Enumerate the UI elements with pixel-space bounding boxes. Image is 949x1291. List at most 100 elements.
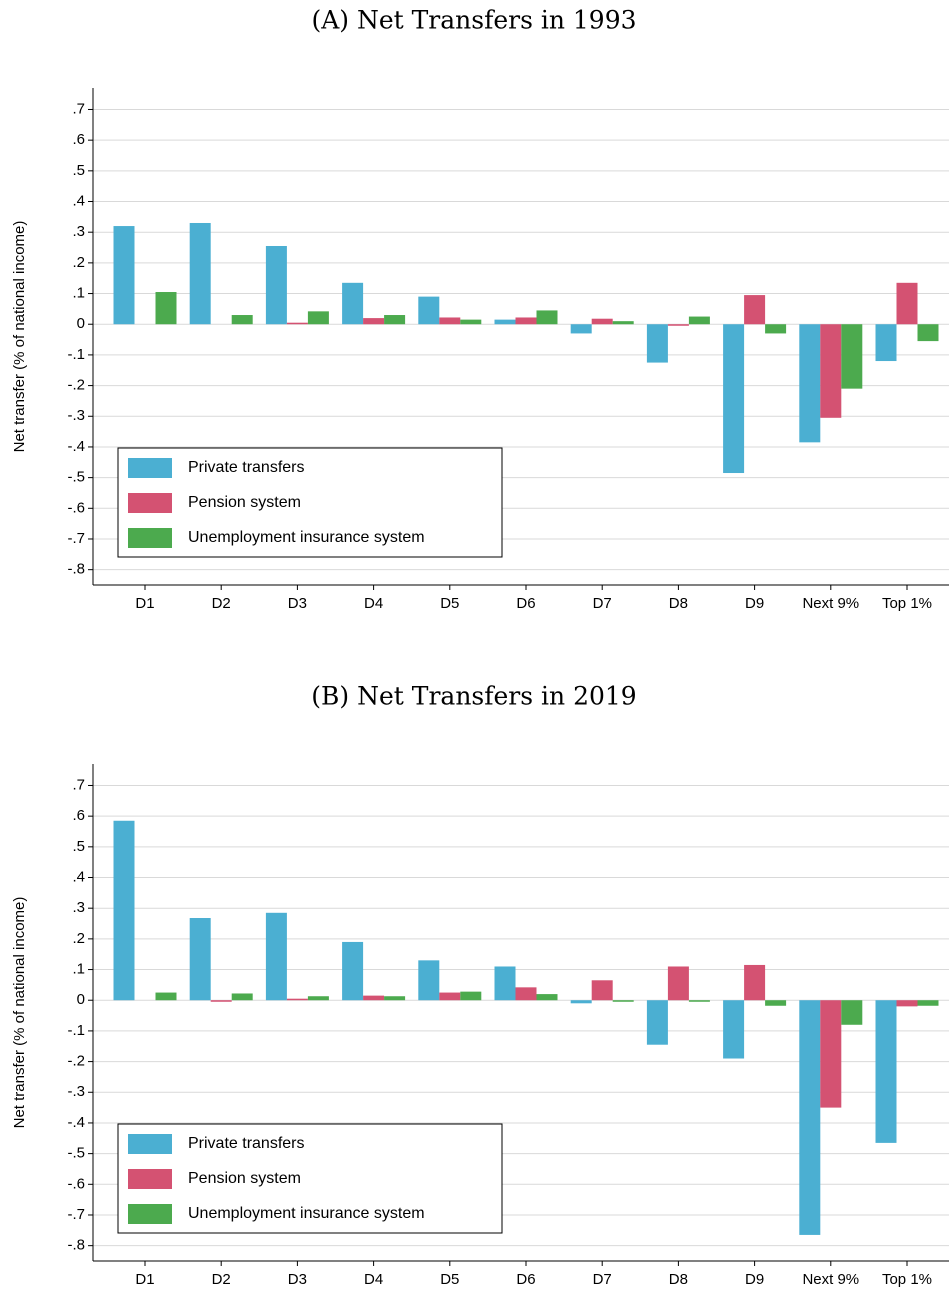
y-tick-label: 0 [77,315,85,332]
bar [646,324,668,363]
y-tick-label: 0 [77,991,85,1008]
legend-swatch [128,493,172,513]
legend-text: Pension system [188,1170,301,1187]
bar [917,324,939,342]
bar [591,980,613,1001]
x-tick-label: D5 [440,595,459,612]
bar [841,1000,863,1025]
bar [418,296,440,325]
x-tick-label: Top 1% [882,1271,932,1288]
legend-text: Pension system [188,494,301,511]
bar [265,912,287,1001]
x-tick-label: D2 [212,1271,231,1288]
y-tick-label: .1 [72,285,85,302]
legend-swatch [128,1134,172,1154]
y-tick-label: -.4 [67,438,85,455]
x-tick-label: D3 [288,1271,307,1288]
x-tick-label: D9 [745,595,764,612]
bar [744,964,766,1001]
y-tick-label: -.3 [67,1083,85,1100]
legend-swatch [128,528,172,548]
bar [384,996,406,1001]
bar [418,960,440,1001]
legend-swatch [128,458,172,478]
x-tick-label: D5 [440,1271,459,1288]
y-tick-label: .2 [72,930,85,947]
x-tick-label: D2 [212,595,231,612]
bar [342,941,364,1001]
y-tick-label: -.4 [67,1114,85,1131]
bar [570,324,592,334]
x-tick-label: D1 [135,595,154,612]
bar [286,322,308,325]
bar [363,318,385,325]
y-tick-label: .1 [72,961,85,978]
x-tick-label: D4 [364,595,383,612]
bar [439,317,461,325]
y-tick-label: .4 [72,192,85,209]
legend-text: Private transfers [188,1135,304,1152]
chart-title: (A) Net Transfers in 1993 [311,6,636,35]
x-tick-label: D6 [516,1271,535,1288]
x-tick-label: D8 [669,595,688,612]
y-tick-label: .6 [72,131,85,148]
legend-swatch [128,1204,172,1224]
bar [439,992,461,1001]
bar [570,1000,592,1004]
y-tick-label: .3 [72,899,85,916]
legend-box [117,1123,503,1234]
bar [494,319,516,325]
bar [667,324,689,326]
y-tick-label: -.2 [67,377,85,394]
bar [917,1000,939,1006]
x-tick-label: D8 [669,1271,688,1288]
y-tick-label: .5 [72,838,85,855]
bar [646,1000,668,1045]
bar [896,1000,918,1007]
bar [231,993,253,1001]
bar [189,222,211,325]
legend-text: Unemployment insurance system [188,529,425,546]
bar [536,994,558,1001]
bar [155,292,177,325]
bar [896,282,918,325]
bar [231,315,253,325]
y-tick-label: .3 [72,223,85,240]
x-tick-label: D1 [135,1271,154,1288]
bar [591,318,613,325]
bar [744,295,766,325]
bar [286,998,308,1001]
bar [113,820,135,1001]
x-tick-label: D6 [516,595,535,612]
bar [820,1000,842,1108]
bar [841,324,863,389]
bar [612,321,634,325]
legend-box [117,447,503,558]
bar [765,1000,787,1006]
x-tick-label: Next 9% [802,595,859,612]
legend-swatch [128,1169,172,1189]
bar [307,311,329,325]
legend-text: Private transfers [188,459,304,476]
y-tick-label: -.7 [67,1206,85,1223]
bar [820,324,842,418]
y-tick-label: -.7 [67,530,85,547]
y-tick-label: .2 [72,254,85,271]
y-tick-label: .7 [72,100,85,117]
x-tick-label: D4 [364,1271,383,1288]
bar [210,1000,232,1002]
bar [799,324,821,443]
y-tick-label: .5 [72,162,85,179]
x-tick-label: Next 9% [802,1271,859,1288]
x-tick-label: D9 [745,1271,764,1288]
bar [723,324,745,474]
bar [384,315,406,325]
bar [342,282,364,325]
y-tick-label: -.3 [67,407,85,424]
bar [460,319,482,325]
bar [875,324,897,362]
y-tick-label: .7 [72,776,85,793]
y-tick-label: .6 [72,807,85,824]
bar [667,966,689,1001]
